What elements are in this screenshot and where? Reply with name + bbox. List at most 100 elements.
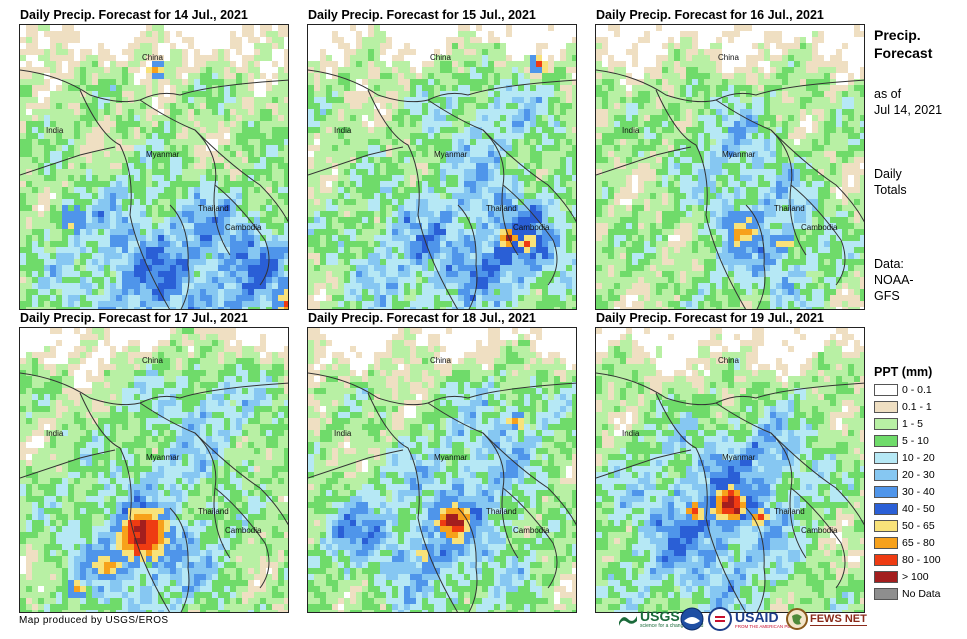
sidebar-totals-line1: Daily <box>874 167 902 181</box>
precip-map: China India Myanmar Thailand Cambodia <box>308 25 576 309</box>
legend-label: 65 - 80 <box>902 537 935 549</box>
legend-label: 30 - 40 <box>902 486 935 498</box>
country-borders <box>596 372 864 612</box>
country-label-myanmar: Myanmar <box>722 453 756 462</box>
legend-swatch <box>874 418 898 430</box>
legend-label: 80 - 100 <box>902 554 941 566</box>
panel-title-14-jul: Daily Precip. Forecast for 14 Jul., 2021 <box>20 8 248 22</box>
map-panel-16-jul: China India Myanmar Thailand Cambodia <box>595 24 865 310</box>
usaid-logo: USAID FROM THE AMERICAN PEOPLE <box>708 606 802 632</box>
legend-swatch <box>874 520 898 532</box>
map-panel-18-jul: China India Myanmar Thailand Cambodia <box>307 327 577 613</box>
usaid-logo-text: USAID <box>735 608 779 625</box>
country-label-india: India <box>46 429 64 438</box>
legend-item: 10 - 20 <box>874 451 935 465</box>
legend-item: 0 - 0.1 <box>874 383 932 397</box>
sidebar-totals: Daily Totals <box>874 166 907 198</box>
legend-item: 65 - 80 <box>874 536 935 550</box>
sidebar-title: Precip. Forecast <box>874 26 932 62</box>
precip-map: China India Myanmar Thailand Cambodia <box>20 25 288 309</box>
legend-swatch <box>874 588 898 600</box>
legend-item: 30 - 40 <box>874 485 935 499</box>
country-label-thailand: Thailand <box>486 204 517 213</box>
legend-swatch <box>874 435 898 447</box>
country-borders <box>20 69 288 309</box>
country-label-cambodia: Cambodia <box>225 526 262 535</box>
legend-item: > 100 <box>874 570 929 584</box>
legend-label: 0 - 0.1 <box>902 384 932 396</box>
legend-item: 5 - 10 <box>874 434 929 448</box>
noaa-emblem-icon <box>680 607 704 631</box>
sidebar-data-source: Data: NOAA- GFS <box>874 256 914 304</box>
country-borders <box>596 69 864 309</box>
country-borders <box>20 372 288 612</box>
panel-title-19-jul: Daily Precip. Forecast for 19 Jul., 2021 <box>596 311 824 325</box>
precip-grid <box>596 328 864 612</box>
country-label-thailand: Thailand <box>486 507 517 516</box>
country-label-thailand: Thailand <box>774 507 805 516</box>
usgs-tagline: science for a changing world <box>640 623 704 629</box>
legend-swatch <box>874 401 898 413</box>
usaid-seal-icon <box>708 607 732 631</box>
sidebar-as-of-line1: as of <box>874 87 902 101</box>
country-label-india: India <box>46 126 64 135</box>
country-label-myanmar: Myanmar <box>434 453 468 462</box>
panel-title-17-jul: Daily Precip. Forecast for 17 Jul., 2021 <box>20 311 248 325</box>
precip-map: China India Myanmar Thailand Cambodia <box>308 328 576 612</box>
country-label-cambodia: Cambodia <box>513 223 550 232</box>
map-panel-14-jul: China India Myanmar Thailand Cambodia <box>19 24 289 310</box>
precip-map: China India Myanmar Thailand Cambodia <box>596 25 864 309</box>
sidebar-as-of: as of Jul 14, 2021 <box>874 86 942 118</box>
sidebar-as-of-date: Jul 14, 2021 <box>874 103 943 117</box>
precip-grid <box>308 328 576 612</box>
precip-map: China India Myanmar Thailand Cambodia <box>20 328 288 612</box>
legend-swatch <box>874 452 898 464</box>
fewsnet-globe-icon <box>786 608 808 630</box>
map-credit: Map produced by USGS/EROS <box>19 615 169 626</box>
map-panel-15-jul: China India Myanmar Thailand Cambodia <box>307 24 577 310</box>
country-label-thailand: Thailand <box>198 204 229 213</box>
legend-label: 10 - 20 <box>902 452 935 464</box>
fewsnet-logo: FEWS NET <box>786 606 867 632</box>
legend-item: 40 - 50 <box>874 502 935 516</box>
country-label-india: India <box>622 126 640 135</box>
country-label-india: India <box>334 126 352 135</box>
sidebar-title-line2: Forecast <box>874 45 933 61</box>
legend-label: No Data <box>902 588 941 600</box>
sidebar-data-line2: NOAA- <box>874 273 914 287</box>
country-label-myanmar: Myanmar <box>722 150 756 159</box>
legend-item: No Data <box>874 587 941 601</box>
legend-swatch <box>874 384 898 396</box>
legend-swatch <box>874 486 898 498</box>
precip-grid <box>20 25 288 309</box>
legend-label: 50 - 65 <box>902 520 935 532</box>
legend-label: 1 - 5 <box>902 418 924 430</box>
country-borders <box>308 69 576 309</box>
sidebar-title-line1: Precip. <box>874 27 921 43</box>
usgs-logo-text: USGS <box>640 608 680 624</box>
legend-item: 20 - 30 <box>874 468 935 482</box>
country-label-cambodia: Cambodia <box>801 526 838 535</box>
map-panel-17-jul: China India Myanmar Thailand Cambodia <box>19 327 289 613</box>
panel-title-15-jul: Daily Precip. Forecast for 15 Jul., 2021 <box>308 8 536 22</box>
fewsnet-logo-text: FEWS NET <box>810 612 867 626</box>
legend-item: 1 - 5 <box>874 417 923 431</box>
country-label-china: China <box>142 356 163 365</box>
legend-swatch <box>874 503 898 515</box>
country-label-china: China <box>718 356 739 365</box>
precip-grid <box>308 25 576 309</box>
legend-swatch <box>874 537 898 549</box>
panel-title-18-jul: Daily Precip. Forecast for 18 Jul., 2021 <box>308 311 536 325</box>
legend-label: 0.1 - 1 <box>902 401 932 413</box>
country-label-china: China <box>430 53 451 62</box>
country-label-india: India <box>622 429 640 438</box>
usgs-logo: USGS science for a changing world <box>618 606 706 632</box>
precip-map: China India Myanmar Thailand Cambodia <box>596 328 864 612</box>
legend-label: 20 - 30 <box>902 469 935 481</box>
country-label-myanmar: Myanmar <box>434 150 468 159</box>
legend-swatch <box>874 571 898 583</box>
country-label-thailand: Thailand <box>198 507 229 516</box>
sidebar-data-line1: Data: <box>874 257 904 271</box>
legend-title: PPT (mm) <box>874 365 933 379</box>
legend-swatch <box>874 469 898 481</box>
